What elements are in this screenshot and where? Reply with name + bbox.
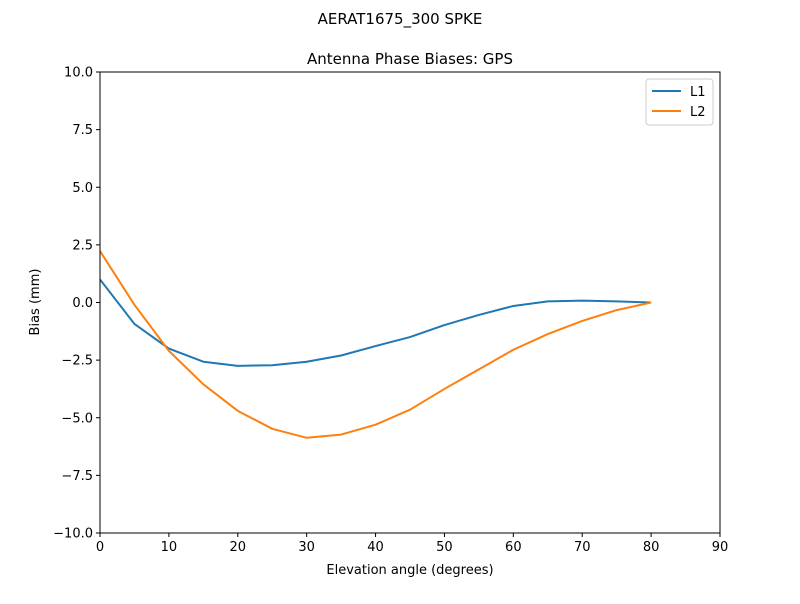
x-tick-label: 50 — [436, 540, 453, 555]
x-tick-label: 80 — [643, 540, 660, 555]
y-axis-label: Bias (mm) — [28, 269, 43, 336]
x-axis-label: Elevation angle (degrees) — [326, 563, 493, 578]
x-ticks: 0 10 20 30 40 50 60 70 80 90 — [96, 533, 728, 555]
x-tick-label: 90 — [712, 540, 729, 555]
x-tick-label: 30 — [298, 540, 315, 555]
series-line-l2 — [99, 250, 652, 439]
x-tick-label: 20 — [230, 540, 247, 555]
chart-title: Antenna Phase Biases: GPS — [307, 50, 513, 68]
y-tick-label: 10.0 — [64, 66, 93, 81]
legend-label-l1: L1 — [690, 85, 706, 100]
legend-label-l2: L2 — [690, 105, 706, 120]
y-tick-label: −10.0 — [53, 527, 93, 542]
y-tick-label: −5.0 — [61, 411, 93, 426]
y-tick-label: 7.5 — [72, 123, 93, 138]
x-tick-label: 60 — [505, 540, 522, 555]
x-tick-label: 0 — [96, 540, 104, 555]
suptitle: AERAT1675_300 SPKE — [318, 10, 483, 29]
y-ticks: 10.0 7.5 5.0 2.5 0.0 −2.5 −5.0 −7.5 −10.0 — [53, 66, 100, 542]
x-tick-label: 10 — [161, 540, 178, 555]
x-tick-label: 70 — [574, 540, 591, 555]
y-tick-label: −7.5 — [61, 469, 93, 484]
y-tick-label: 5.0 — [72, 181, 93, 196]
series-layer — [99, 250, 652, 439]
series-line-l1 — [99, 278, 652, 367]
y-tick-label: 2.5 — [72, 238, 93, 253]
y-tick-label: 0.0 — [72, 296, 93, 311]
x-tick-label: 40 — [367, 540, 384, 555]
y-tick-label: −2.5 — [61, 354, 93, 369]
